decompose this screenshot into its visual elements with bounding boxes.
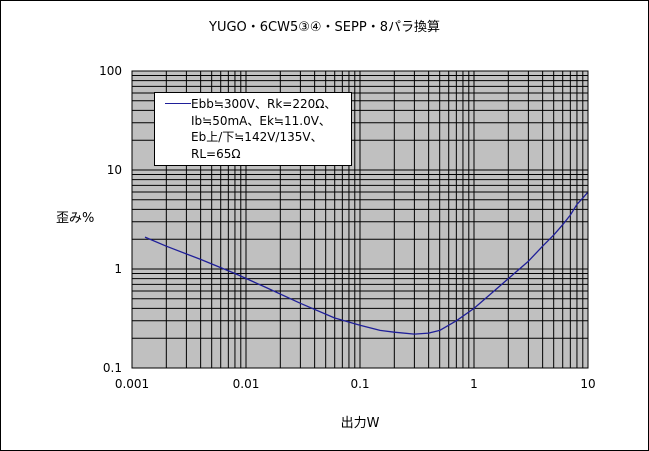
legend-line-1: Ebb≒300V、Rk=220Ω、 bbox=[191, 97, 337, 111]
legend-line-4: RL=65Ω bbox=[191, 146, 241, 161]
y-axis-label: 歪み% bbox=[56, 211, 95, 226]
x-tick-label: 0.001 bbox=[115, 377, 149, 391]
y-tick-label: 1 bbox=[114, 262, 122, 276]
legend: Ebb≒300V、Rk=220Ω、 Ib≒50mA、Ek≒11.0V、 Eb上/… bbox=[154, 92, 352, 166]
chart-title: YUGO・6CW5③④・SEPP・8パラ換算 bbox=[209, 20, 440, 35]
legend-series-swatch bbox=[165, 103, 191, 104]
legend-line-2: Ib≒50mA、Ek≒11.0V、 bbox=[191, 113, 331, 128]
plot-border bbox=[131, 70, 589, 369]
y-tick-label: 10 bbox=[107, 163, 122, 177]
legend-line-3: Eb上/下≒142V/135V、 bbox=[191, 130, 323, 144]
legend-series-label: Ebb≒300V、Rk=220Ω、 Ib≒50mA、Ek≒11.0V、 Eb上/… bbox=[191, 96, 351, 162]
x-tick-label: 1 bbox=[470, 377, 478, 391]
y-tick-label: 100 bbox=[99, 64, 122, 78]
x-tick-label: 0.1 bbox=[350, 377, 369, 391]
y-tick-label: 0.1 bbox=[103, 361, 122, 375]
x-axis-label: 出力W bbox=[340, 416, 380, 431]
x-tick-label: 10 bbox=[580, 377, 595, 391]
series-line-1 bbox=[144, 191, 589, 335]
x-tick-label: 0.01 bbox=[233, 377, 260, 391]
